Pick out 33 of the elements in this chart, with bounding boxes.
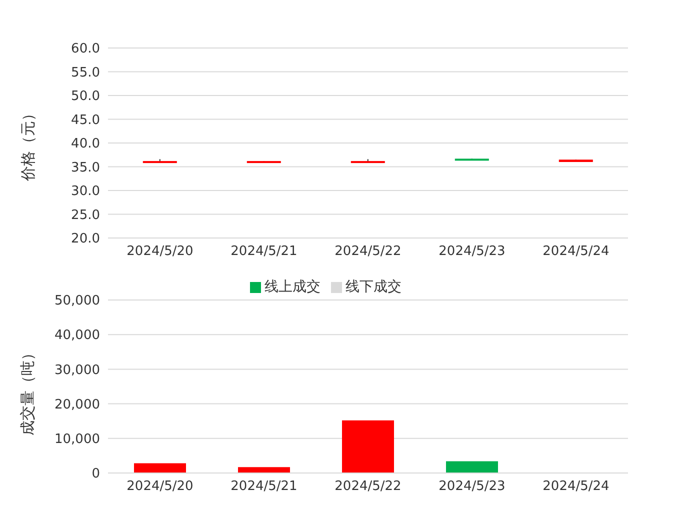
y-tick-label: 50,000 xyxy=(54,294,100,309)
y-axis-title: 成交量（吨） xyxy=(18,346,38,436)
y-tick-label: 40.0 xyxy=(71,136,100,152)
legend-label: 线下成交 xyxy=(346,279,402,295)
x-tick-label: 2024/5/20 xyxy=(126,479,194,494)
y-tick-label: 60.0 xyxy=(71,42,100,57)
y-tick-label: 35.0 xyxy=(71,160,100,176)
x-tick-label: 2024/5/23 xyxy=(438,479,506,494)
y-tick-label: 30.0 xyxy=(71,184,100,200)
y-tick-label: 0 xyxy=(92,466,100,482)
y-axis-title: 价格（元） xyxy=(18,106,38,180)
x-tick-label: 2024/5/24 xyxy=(542,479,610,494)
y-tick-label: 50.0 xyxy=(71,89,100,104)
y-tick-label: 40,000 xyxy=(54,328,100,344)
bar xyxy=(446,461,498,473)
y-tick-label: 55.0 xyxy=(71,65,100,80)
legend-label: 线上成交 xyxy=(264,279,320,295)
y-tick-label: 45.0 xyxy=(71,112,100,128)
y-tick-label: 10,000 xyxy=(54,432,100,448)
x-tick-label: 2024/5/22 xyxy=(334,479,402,494)
x-tick-label: 2024/5/21 xyxy=(230,479,298,494)
x-tick-label: 2024/5/22 xyxy=(334,244,402,260)
y-tick-label: 20,000 xyxy=(54,397,100,412)
y-tick-label: 30,000 xyxy=(54,362,100,378)
x-tick-label: 2024/5/20 xyxy=(126,244,194,260)
y-tick-label: 20.0 xyxy=(71,232,100,247)
bar xyxy=(134,463,186,473)
x-tick-label: 2024/5/21 xyxy=(230,244,298,260)
bar xyxy=(238,467,290,473)
bar xyxy=(342,420,394,473)
x-tick-label: 2024/5/23 xyxy=(438,244,506,260)
x-tick-label: 2024/5/24 xyxy=(542,244,610,260)
y-tick-label: 25.0 xyxy=(71,208,100,223)
